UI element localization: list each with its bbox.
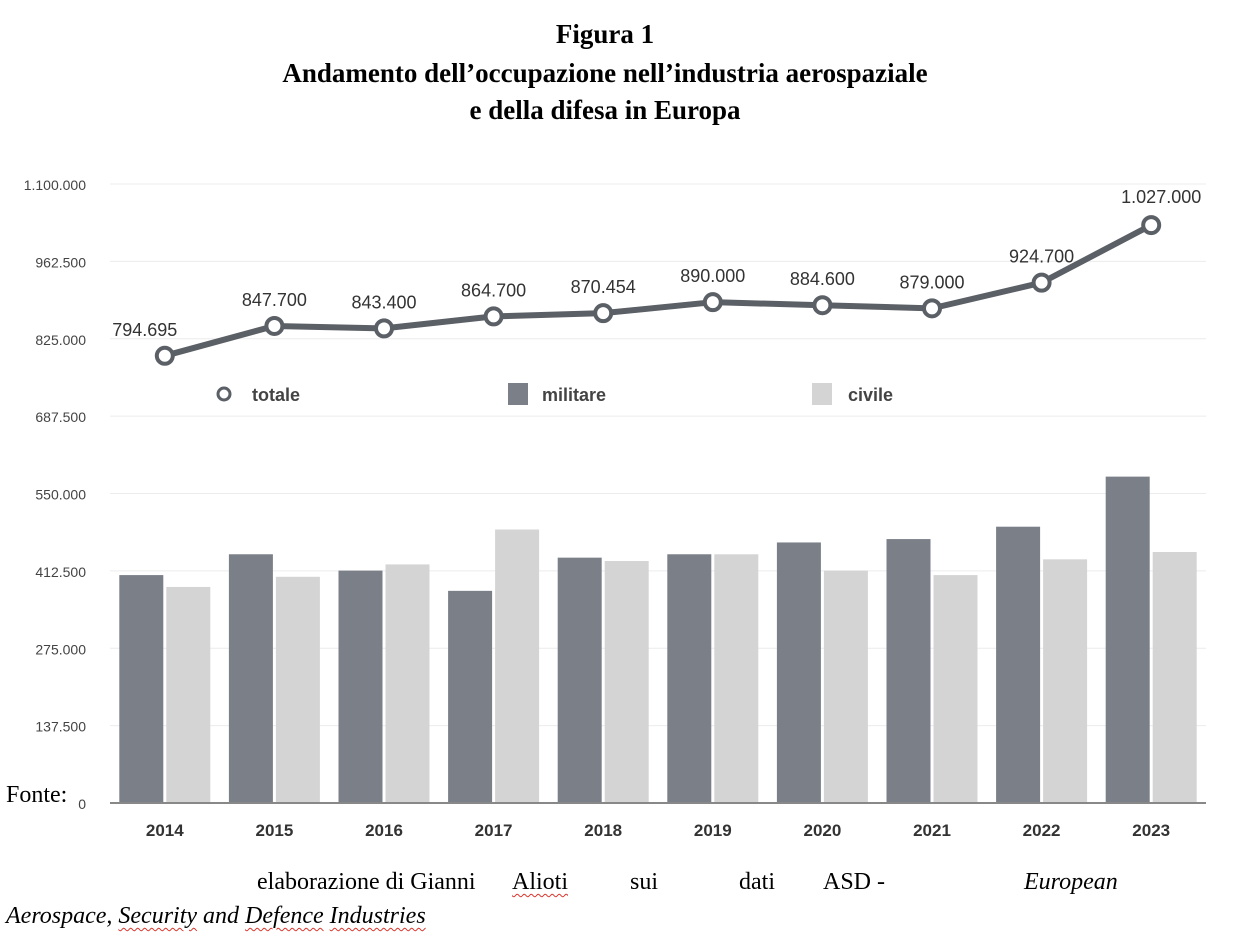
y-tick-label: 1.100.000: [24, 177, 86, 193]
y-tick-label: 0: [78, 796, 86, 812]
x-tick-label: 2022: [1023, 821, 1061, 840]
bar-militare: [557, 557, 602, 803]
totale-series-line: [164, 222, 1153, 359]
totale-point: [154, 345, 175, 366]
y-tick-label: 687.500: [35, 409, 86, 425]
bar-civile: [714, 554, 759, 803]
legend-totale-label: totale: [252, 385, 300, 405]
totale-data-label: 1.027.000: [1121, 187, 1201, 207]
x-tick-label: 2015: [255, 821, 293, 840]
figure-label: Figura 1: [555, 19, 655, 49]
x-tick-label: 2014: [146, 821, 184, 840]
bar-civile: [166, 586, 211, 803]
bar-militare: [776, 542, 821, 803]
legend-civile-label: civile: [848, 385, 893, 405]
totale-point: [812, 295, 833, 316]
source-word-european: European: [1024, 869, 1118, 895]
y-tick-label: 412.500: [35, 564, 86, 580]
totale-data-label: 847.700: [242, 290, 307, 310]
legend: totale militare civile: [216, 383, 893, 405]
totale-data-label: 879.000: [899, 272, 964, 292]
source-industries: Industries: [329, 903, 426, 929]
totale-data-label: 794.695: [112, 320, 177, 340]
bar-civile: [1043, 559, 1088, 803]
totale-data-label: 843.400: [351, 292, 416, 312]
totale-point: [593, 303, 614, 324]
bar-militare: [228, 554, 273, 803]
y-tick-label: 962.500: [35, 254, 86, 270]
totale-point: [922, 298, 942, 319]
x-axis-ticks: 2014 2015 2016 2017 2018 2019 2020 2021 2022 2023: [110, 802, 1206, 840]
x-tick-label: 2023: [1132, 821, 1170, 840]
x-tick-label: 2016: [365, 821, 403, 840]
source-aerospace: Aerospace: [6, 903, 107, 929]
y-tick-label: 275.000: [35, 641, 86, 657]
source-word-asd: ASD -: [823, 869, 886, 895]
bar-civile: [495, 529, 540, 803]
legend-totale-marker: [216, 386, 232, 402]
totale-point: [264, 315, 285, 336]
totale-point: [1141, 215, 1162, 236]
source-defence: Defence: [245, 903, 324, 929]
totale-data-label: 864.700: [461, 280, 526, 300]
x-tick-label: 2018: [584, 821, 622, 840]
totale-data-label: 884.600: [790, 269, 855, 289]
bar-militare: [1105, 476, 1150, 803]
totale-point: [374, 318, 394, 339]
source-text: elaborazione di Gianni: [257, 869, 476, 895]
source-word-dati: dati: [739, 869, 775, 895]
bar-civile: [823, 570, 868, 803]
bar-militare: [996, 526, 1041, 803]
legend-militare-swatch: [508, 383, 528, 405]
x-tick-label: 2019: [694, 821, 732, 840]
chart-title-line-2: e della difesa in Europa: [469, 95, 741, 125]
bar-militare: [448, 590, 493, 803]
bar-civile: [275, 576, 320, 803]
bar-militare: [338, 570, 383, 803]
totale-point: [702, 292, 723, 313]
source-word-sui: sui: [630, 869, 659, 895]
source-line-2: Aerospace, Security and Defence Industri…: [6, 903, 426, 930]
x-tick-label: 2020: [803, 821, 841, 840]
source-security: Security: [118, 903, 198, 929]
bar-civile: [385, 564, 430, 803]
x-tick-label: 2021: [913, 821, 951, 840]
source-sep-2: and: [197, 903, 246, 929]
bars: [119, 476, 1197, 803]
y-tick-label: 137.500: [35, 719, 86, 735]
source-sep-1: ,: [106, 903, 119, 929]
bar-militare: [119, 575, 164, 803]
legend-militare-label: militare: [542, 385, 606, 405]
totale-data-label: 890.000: [680, 266, 745, 286]
bar-civile: [1152, 552, 1197, 803]
legend-civile-swatch: [812, 383, 832, 405]
x-tick-label: 2017: [475, 821, 513, 840]
bar-militare: [667, 554, 712, 803]
bar-civile: [604, 561, 649, 803]
y-tick-label: 825.000: [35, 332, 86, 348]
bar-militare: [886, 539, 931, 803]
y-axis-ticks: 0 137.500 275.000 412.500 550.000 687.500 825.…: [24, 177, 87, 812]
bar-civile: [933, 575, 978, 803]
totale-point: [483, 306, 504, 327]
totale-line: 794.695 847.700 843.400 864.700 870.454 890.0…: [112, 187, 1201, 366]
y-tick-label: 550.000: [35, 487, 86, 503]
totale-data-label: 870.454: [571, 277, 636, 297]
totale-data-label: 924.700: [1009, 247, 1074, 267]
source-author-surname: Alioti: [512, 869, 569, 895]
source-prefix: Fonte:: [6, 782, 68, 808]
totale-point: [1031, 272, 1052, 293]
chart-title-line-1: Andamento dell’occupazione nell’industri…: [282, 58, 928, 88]
